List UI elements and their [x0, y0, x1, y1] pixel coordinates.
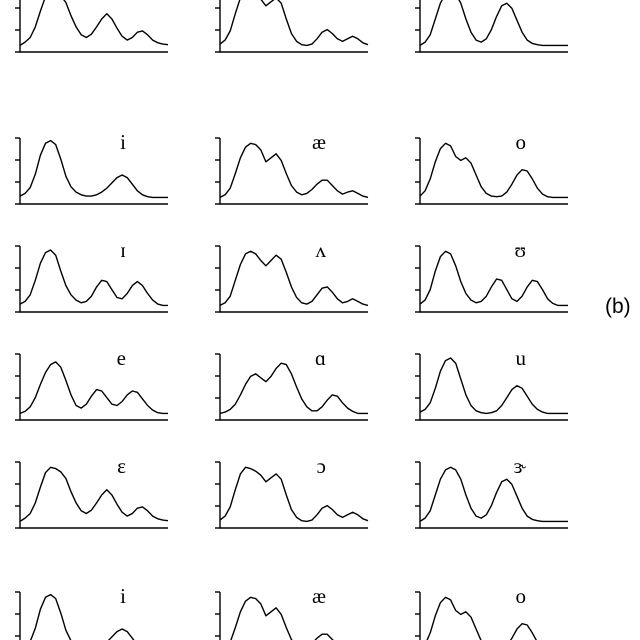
vowel-label: æ [312, 132, 326, 153]
vowel-label: ɪ [120, 240, 126, 261]
spectrum-panel: ɔ [208, 0, 372, 58]
vowel-label: u [516, 348, 527, 369]
spectrum-curve [20, 0, 168, 45]
axes [20, 592, 168, 640]
vowel-label: ɔ [317, 0, 326, 1]
spectrum-plot [408, 0, 572, 58]
spectrum-plot [8, 238, 172, 318]
spectrum-panel: ɛ [8, 454, 172, 534]
spectrum-plot [8, 130, 172, 210]
spectrum-panel: æ [208, 130, 372, 210]
spectrum-panel: i [8, 130, 172, 210]
vowel-label: ɝ [514, 0, 526, 1]
axes [420, 0, 568, 52]
spectrum-curve [420, 597, 568, 640]
vowel-label: ɔ [317, 456, 326, 477]
spectrum-plot [8, 346, 172, 426]
spectrum-curve [220, 597, 368, 640]
spectrum-curve [420, 0, 568, 45]
panel-row: ɛɔɝ [0, 454, 640, 534]
spectrum-curve [220, 251, 368, 305]
spectrum-panel: ɔ [208, 454, 372, 534]
spectrum-panel: æ [208, 584, 372, 640]
spectrum-panel: u [408, 346, 572, 426]
spectrum-plot [208, 238, 372, 318]
spectrum-plot [408, 454, 572, 534]
axes [420, 462, 568, 528]
spectrum-plot [208, 0, 372, 58]
axes [20, 354, 168, 420]
spectrum-curve [20, 362, 168, 414]
vowel-label: ɝ [514, 456, 526, 477]
spectrum-panel: ʌ [208, 238, 372, 318]
axes [420, 246, 568, 312]
spectrum-panel: o [408, 130, 572, 210]
spectrum-plot [208, 346, 372, 426]
spectrum-plot [8, 0, 172, 58]
vowel-label: o [516, 132, 527, 153]
spectrum-plot [408, 130, 572, 210]
spectrum-panel: ɑ [208, 346, 372, 426]
spectrum-curve [20, 141, 168, 198]
figure-page: (b) ɛɔɝiæoɪʌʊeɑuɛɔɝiæo [0, 0, 640, 640]
spectrum-curve [20, 467, 168, 521]
spectrum-curve [220, 467, 368, 521]
panel-row: eɑu [0, 346, 640, 426]
vowel-label: e [117, 348, 126, 369]
vowel-label: æ [312, 586, 326, 607]
spectrum-curve [420, 467, 568, 521]
spectrum-panel: e [8, 346, 172, 426]
spectrum-curve [220, 0, 368, 45]
spectrum-panel: o [408, 584, 572, 640]
vowel-label: ɑ [315, 348, 326, 369]
vowel-label: ɛ [117, 456, 126, 477]
spectrum-plot [208, 130, 372, 210]
spectrum-curve [20, 595, 168, 640]
spectrum-plot [8, 584, 172, 640]
vowel-label: i [120, 586, 126, 607]
panel-row: ɪʌʊ [0, 238, 640, 318]
panel-row: ɛɔɝ [0, 0, 640, 60]
axes [220, 138, 368, 204]
spectrum-curve [420, 143, 568, 197]
spectrum-curve [420, 358, 568, 413]
spectrum-curve [420, 251, 568, 305]
axes [20, 138, 168, 204]
axes [220, 0, 368, 52]
spectrum-plot [408, 584, 572, 640]
vowel-label: ʌ [316, 240, 327, 261]
axes [20, 246, 168, 312]
spectrum-plot [208, 454, 372, 534]
spectrum-curve [20, 250, 168, 305]
spectrum-panel: i [8, 584, 172, 640]
vowel-label: i [120, 132, 126, 153]
spectrum-plot [408, 238, 572, 318]
spectrum-panel: ɛ [8, 0, 172, 58]
spectrum-panel: ʊ [408, 238, 572, 318]
axes [420, 354, 568, 420]
spectrum-curve [220, 363, 368, 413]
spectrum-panel: ɝ [408, 454, 572, 534]
axes [220, 354, 368, 420]
spectrum-plot [208, 584, 372, 640]
spectrum-panel: ɝ [408, 0, 572, 58]
panel-row: iæo [0, 130, 640, 210]
vowel-label: ɛ [117, 0, 126, 1]
vowel-label: ʊ [514, 240, 526, 261]
spectrum-panel: ɪ [8, 238, 172, 318]
axes [420, 138, 568, 204]
spectrum-curve [220, 143, 368, 197]
spectrum-plot [408, 346, 572, 426]
panel-row: iæo [0, 584, 640, 640]
axes [220, 592, 368, 640]
vowel-label: o [516, 586, 527, 607]
axes [420, 592, 568, 640]
spectrum-plot [8, 454, 172, 534]
axes [20, 462, 168, 528]
